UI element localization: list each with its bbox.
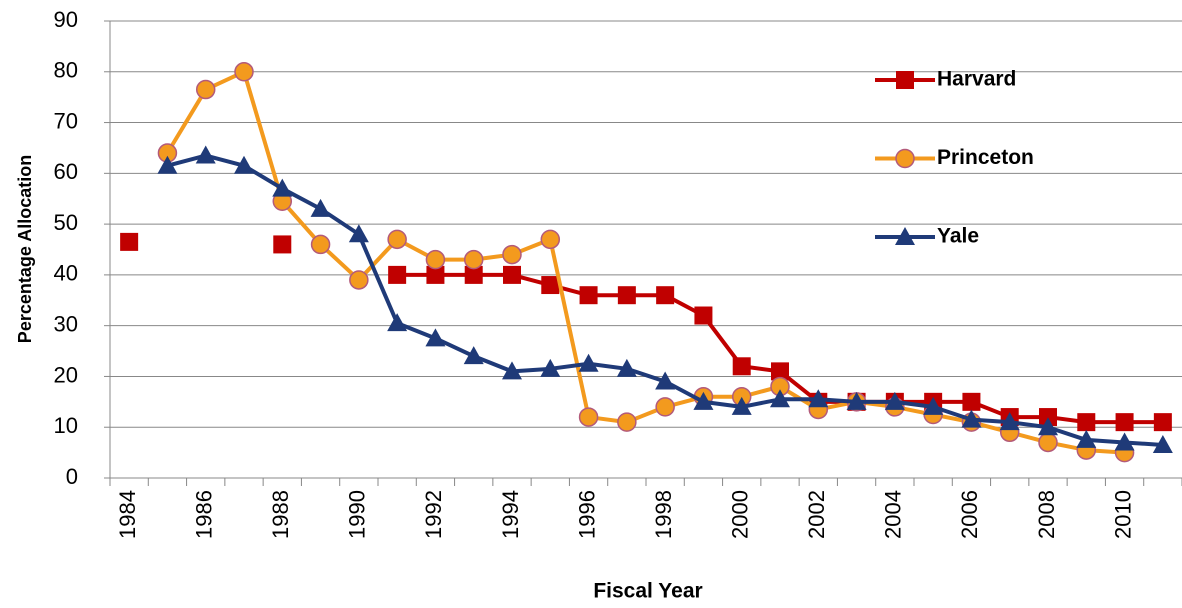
data-point bbox=[616, 358, 637, 377]
data-point bbox=[310, 234, 331, 255]
data-point bbox=[425, 328, 446, 347]
data-point bbox=[195, 79, 216, 100]
data-point bbox=[234, 62, 254, 82]
data-point bbox=[578, 353, 599, 372]
x-tick-label: 1992 bbox=[421, 490, 446, 539]
x-tick-label: 1996 bbox=[574, 490, 599, 539]
y-tick-label: 60 bbox=[54, 159, 78, 184]
data-point bbox=[617, 286, 636, 305]
data-point bbox=[1153, 413, 1172, 432]
data-point bbox=[1115, 413, 1134, 432]
data-point bbox=[120, 232, 139, 251]
legend-label: Princeton bbox=[937, 146, 1034, 169]
y-axis-title: Percentage Allocation bbox=[15, 155, 35, 343]
data-point bbox=[656, 286, 675, 305]
data-point bbox=[579, 286, 598, 305]
legend-label: Harvard bbox=[937, 68, 1016, 91]
data-point bbox=[1038, 432, 1058, 453]
y-tick-label: 20 bbox=[54, 362, 78, 387]
data-point bbox=[1076, 429, 1097, 448]
x-tick-label: 1988 bbox=[268, 490, 293, 539]
x-tick-label: 1990 bbox=[345, 490, 370, 539]
x-tick-label: 2002 bbox=[804, 490, 829, 539]
legend-label: Yale bbox=[937, 225, 979, 248]
data-point bbox=[617, 412, 637, 432]
x-tick-label: 1984 bbox=[115, 490, 140, 539]
data-point bbox=[962, 392, 981, 411]
data-point bbox=[234, 155, 254, 174]
x-tick-label: 1986 bbox=[192, 490, 217, 539]
data-point bbox=[578, 407, 599, 427]
y-tick-label: 30 bbox=[54, 311, 78, 336]
y-tick-label: 70 bbox=[54, 108, 78, 133]
data-point bbox=[655, 371, 676, 390]
data-point bbox=[808, 389, 829, 408]
x-tick-label: 2006 bbox=[957, 490, 982, 539]
data-point bbox=[426, 265, 445, 284]
y-tick-label: 10 bbox=[54, 413, 78, 438]
data-point bbox=[503, 265, 521, 284]
y-tick-label: 0 bbox=[66, 464, 78, 489]
data-point bbox=[731, 396, 752, 415]
data-point bbox=[463, 346, 484, 365]
data-point bbox=[502, 244, 522, 265]
data-point bbox=[884, 391, 905, 410]
data-point bbox=[1152, 434, 1173, 453]
data-point bbox=[771, 362, 789, 381]
x-tick-label: 2010 bbox=[1110, 490, 1135, 539]
data-point bbox=[846, 391, 867, 410]
data-point bbox=[502, 361, 522, 380]
x-tick-label: 2000 bbox=[728, 490, 753, 539]
data-point bbox=[540, 358, 561, 377]
data-point bbox=[388, 265, 407, 284]
data-point bbox=[693, 391, 714, 410]
legend-marker bbox=[895, 148, 915, 169]
data-point bbox=[157, 155, 178, 174]
data-point bbox=[195, 145, 216, 164]
x-tick-label: 1998 bbox=[651, 490, 676, 539]
data-point bbox=[273, 235, 292, 254]
y-tick-label: 80 bbox=[54, 58, 78, 83]
data-point bbox=[387, 313, 408, 332]
data-point bbox=[770, 389, 790, 408]
y-tick-label: 40 bbox=[54, 261, 78, 286]
data-point bbox=[694, 306, 713, 325]
data-point bbox=[541, 276, 560, 295]
data-point bbox=[425, 249, 446, 270]
data-point bbox=[999, 412, 1020, 431]
data-point bbox=[961, 409, 982, 428]
data-point bbox=[1039, 408, 1057, 427]
data-point bbox=[349, 270, 369, 290]
data-point bbox=[923, 396, 944, 415]
data-point bbox=[387, 229, 407, 250]
data-point bbox=[272, 178, 293, 197]
legend-marker bbox=[896, 71, 914, 89]
x-axis-title: Fiscal Year bbox=[593, 580, 702, 603]
series-line bbox=[165, 69, 1125, 455]
y-tick-label: 90 bbox=[54, 7, 78, 32]
data-point bbox=[463, 249, 484, 270]
data-point bbox=[464, 265, 483, 284]
data-point bbox=[310, 198, 331, 217]
legend-marker bbox=[895, 227, 915, 245]
data-point bbox=[1038, 417, 1058, 436]
data-point bbox=[348, 224, 369, 243]
x-tick-label: 1994 bbox=[498, 490, 523, 539]
x-tick-label: 2008 bbox=[1034, 490, 1059, 539]
data-point bbox=[655, 397, 675, 417]
y-tick-label: 50 bbox=[54, 210, 78, 235]
data-point bbox=[1077, 413, 1096, 432]
data-point bbox=[1114, 432, 1135, 451]
data-point bbox=[540, 229, 561, 250]
data-point bbox=[732, 357, 751, 376]
x-tick-label: 2004 bbox=[881, 490, 906, 539]
